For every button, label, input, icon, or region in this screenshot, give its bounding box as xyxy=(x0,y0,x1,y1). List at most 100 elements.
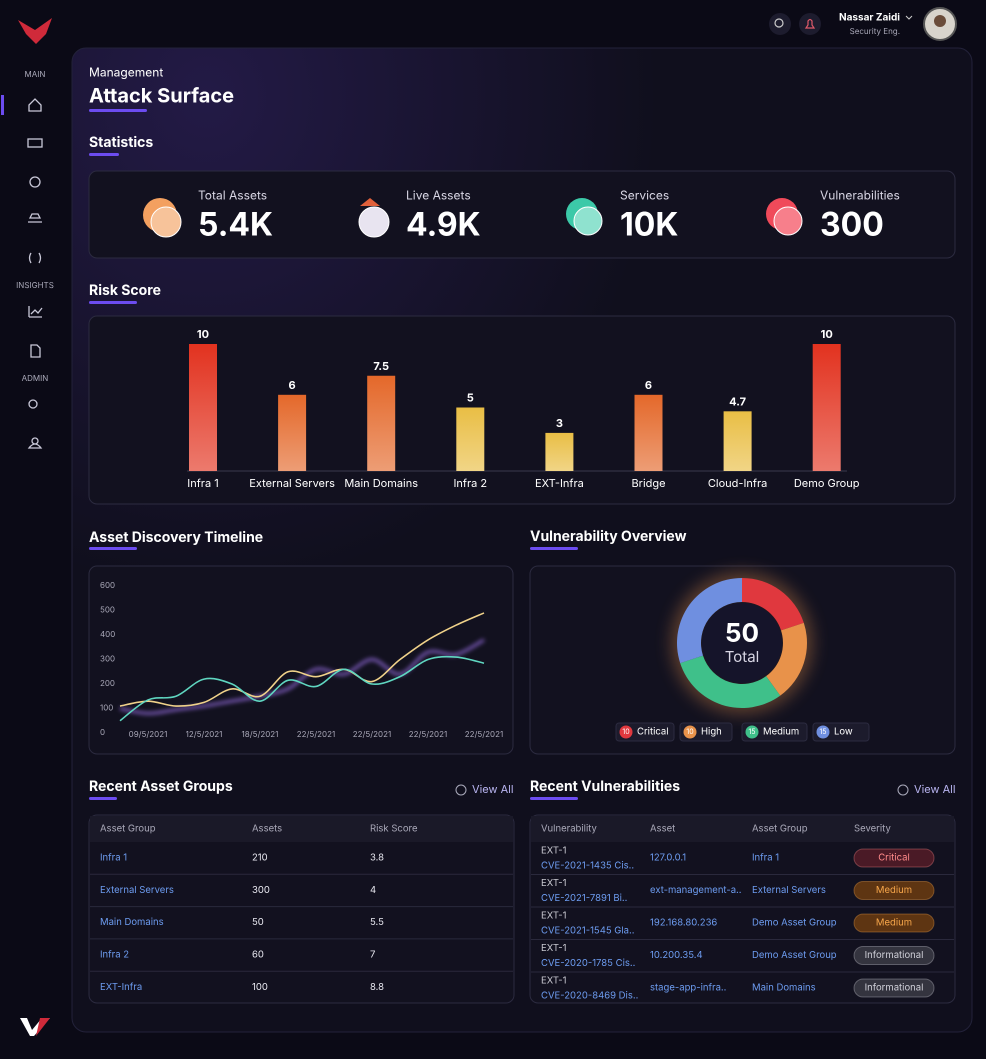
table-cell[interactable]: Infra 1 xyxy=(100,853,127,864)
section-title: Recent Asset Groups xyxy=(89,778,233,795)
section-title: Statistics xyxy=(89,134,153,151)
table-cell: 50 xyxy=(252,917,264,928)
bar xyxy=(723,411,752,471)
x-tick-label: Bridge xyxy=(631,476,665,490)
legend-label: Medium xyxy=(763,727,799,738)
bar-value-label: 7.5 xyxy=(373,359,389,373)
y-tick-label: 0 xyxy=(100,727,105,737)
eye-icon[interactable] xyxy=(455,784,467,796)
x-tick-label: 22/5/2021 xyxy=(297,729,335,739)
vuln-source: EXT-1 xyxy=(541,943,567,954)
nav-users[interactable] xyxy=(27,437,43,449)
severity-badge xyxy=(853,913,935,933)
search-button[interactable] xyxy=(769,13,791,35)
nav-settings[interactable] xyxy=(28,399,38,409)
footer-logo-accent xyxy=(36,1018,50,1036)
vuln-id[interactable]: CVE-2020-1785 Cis.. xyxy=(541,958,635,969)
table-cell[interactable]: EXT-Infra xyxy=(100,982,142,993)
vuln-group[interactable]: Main Domains xyxy=(752,983,816,994)
legend-badge xyxy=(816,725,830,739)
column-header: Assets xyxy=(252,824,282,835)
x-tick-label: Main Domains xyxy=(344,476,418,490)
table-cell: 4 xyxy=(370,885,376,896)
nav-assets[interactable] xyxy=(27,138,43,148)
stat-label: Vulnerabilities xyxy=(820,187,900,202)
table-cell[interactable]: External Servers xyxy=(100,885,174,896)
donut-segment xyxy=(766,622,807,696)
severity-label: Informational xyxy=(865,983,924,994)
vuln-group[interactable]: Demo Asset Group xyxy=(752,918,837,929)
legend-label: Low xyxy=(834,727,853,738)
vuln-group[interactable]: External Servers xyxy=(752,885,826,896)
bar xyxy=(456,407,485,471)
vuln-asset[interactable]: 10.200.35.4 xyxy=(650,950,703,961)
severity-badge xyxy=(853,978,935,998)
vuln-id[interactable]: CVE-2021-7891 Bi.. xyxy=(541,893,627,904)
eye-icon[interactable] xyxy=(897,784,909,796)
nav-home[interactable] xyxy=(28,98,42,112)
sidebar-section: INSIGHTS xyxy=(16,280,54,290)
x-tick-label: Cloud-Infra xyxy=(708,476,767,490)
stat-icon xyxy=(358,206,390,238)
donut-segment xyxy=(676,578,742,664)
table-cell[interactable]: Main Domains xyxy=(100,917,164,928)
view-all[interactable]: View All xyxy=(472,782,513,796)
table-cell: 8.8 xyxy=(370,982,384,993)
legend-label: Critical xyxy=(637,727,669,738)
notification-button[interactable] xyxy=(799,13,821,35)
donut-total: 50 xyxy=(725,618,759,649)
column-header: Asset xyxy=(650,824,675,835)
vuln-group[interactable]: Demo Asset Group xyxy=(752,950,837,961)
y-tick-label: 400 xyxy=(100,629,115,639)
vuln-id[interactable]: CVE-2021-1435 Cis.. xyxy=(541,861,634,872)
user-name[interactable]: Nassar Zaidi xyxy=(839,12,900,24)
view-all[interactable]: View All xyxy=(914,782,955,796)
table-header xyxy=(90,816,513,842)
severity-label: Medium xyxy=(876,885,912,896)
vuln-id[interactable]: CVE-2020-8469 Dis.. xyxy=(541,991,638,1002)
table-cell: 210 xyxy=(252,853,268,864)
column-header: Vulnerability xyxy=(541,824,598,835)
user-role: Security Eng. xyxy=(850,26,900,36)
stat-value: 5.4K xyxy=(198,205,273,244)
stat-icon xyxy=(573,206,603,236)
stat-icon xyxy=(150,206,182,238)
vuln-asset[interactable]: ext-management-a.. xyxy=(650,885,742,896)
table-cell: 100 xyxy=(252,982,268,993)
legend-badge xyxy=(683,725,697,739)
user-menu-caret[interactable] xyxy=(905,15,913,20)
x-tick-label: 22/5/2021 xyxy=(465,729,503,739)
x-tick-label: 09/5/2021 xyxy=(129,729,168,739)
nav-reports[interactable] xyxy=(30,344,41,358)
column-header: Asset Group xyxy=(752,824,808,835)
table-cell[interactable]: Infra 2 xyxy=(100,949,129,960)
x-tick-label: 22/5/2021 xyxy=(409,729,447,739)
stats-card xyxy=(88,170,956,259)
series-line xyxy=(119,638,485,715)
nav-api[interactable] xyxy=(28,252,42,264)
nav-spy[interactable] xyxy=(28,213,42,223)
vuln-group[interactable]: Infra 1 xyxy=(752,853,779,864)
vuln-source: EXT-1 xyxy=(541,846,567,857)
vuln-id[interactable]: CVE-2021-1545 Gla.. xyxy=(541,926,635,937)
vuln-asset[interactable]: stage-app-infra.. xyxy=(650,983,726,994)
column-header: Asset Group xyxy=(100,824,156,835)
vuln-source: EXT-1 xyxy=(541,976,567,987)
section-title: Asset Discovery Timeline xyxy=(89,529,263,546)
bar-value-label: 6 xyxy=(289,378,296,392)
asset-table-card xyxy=(88,814,515,1004)
bar xyxy=(812,344,841,471)
nav-insights[interactable] xyxy=(28,306,43,318)
donut-segment xyxy=(742,578,804,631)
stat-icon xyxy=(773,206,803,236)
table-cell: 7 xyxy=(370,949,375,960)
x-tick-label: Infra 1 xyxy=(187,476,218,490)
x-tick-label: 22/5/2021 xyxy=(353,729,391,739)
vuln-asset[interactable]: 192.168.80.236 xyxy=(650,918,717,929)
nav-bugs[interactable] xyxy=(29,176,41,188)
x-tick-label: EXT-Infra xyxy=(535,476,584,490)
main-panel xyxy=(71,47,973,1033)
severity-label: Informational xyxy=(865,950,924,961)
stat-label: Services xyxy=(620,187,669,202)
vuln-asset[interactable]: 127.0.0.1 xyxy=(650,853,686,864)
